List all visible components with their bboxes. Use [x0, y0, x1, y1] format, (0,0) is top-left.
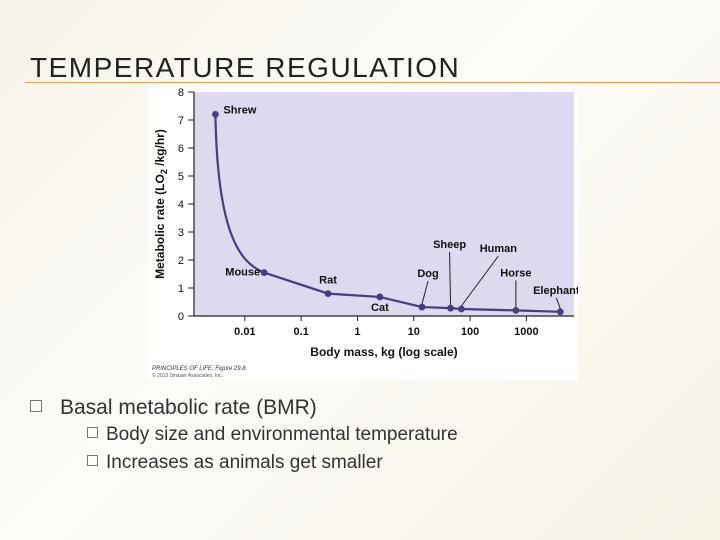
- metabolic-rate-curve: [214, 114, 561, 313]
- metabolic-rate-chart: 0 1 2 3 4 5 6 7 8 0.01 0.1 1 10 100 1000 Body mass, kg …: [148, 84, 580, 380]
- point-leader-line: [555, 297, 561, 309]
- y-axis-label-part: /kg/hr): [153, 129, 167, 169]
- data-point-label: Shrew: [223, 104, 256, 116]
- point-leader-line: [449, 252, 452, 306]
- data-point: [212, 111, 219, 118]
- data-point-label: Cat: [371, 302, 389, 314]
- y-tick-label: 0: [178, 311, 184, 323]
- bullet-main-text: Basal metabolic rate (BMR): [60, 396, 317, 419]
- figure-copyright: © 2012 Sinauer Associates, Inc.: [152, 372, 223, 379]
- data-point-label: Sheep: [433, 239, 466, 251]
- y-axis-label-subscript: 2: [159, 169, 169, 174]
- y-tick-label: 6: [178, 143, 184, 155]
- data-point-label: Human: [480, 243, 518, 255]
- data-point: [457, 305, 465, 313]
- sub-bullet: Increases as animals get smaller: [87, 452, 687, 474]
- bullet-marker-icon: [87, 455, 98, 466]
- point-leader-line: [421, 280, 429, 305]
- bullet-main: Basal metabolic rate (BMR): [30, 396, 630, 420]
- data-point: [260, 269, 268, 276]
- title-divider: [25, 82, 720, 83]
- y-tick-label: 3: [178, 227, 184, 239]
- data-point-label: Elephant: [533, 285, 578, 297]
- data-point: [418, 303, 426, 311]
- data-point: [324, 290, 332, 297]
- slide-title: TEMPERATURE REGULATION: [30, 52, 461, 83]
- plot-area: [194, 92, 574, 316]
- y-tick-label: 5: [178, 171, 184, 183]
- y-tick-label: 2: [178, 255, 184, 267]
- y-axis-label-part: Metabolic rate (LO: [153, 174, 167, 279]
- data-point: [447, 304, 454, 312]
- data-point: [512, 307, 520, 314]
- data-point-label: Mouse: [225, 267, 260, 279]
- sub-bullet: Body size and environmental temperature: [87, 424, 687, 446]
- y-tick-label: 4: [178, 199, 184, 211]
- x-tick-label: 0.01: [234, 326, 255, 338]
- chart-svg: 0 1 2 3 4 5 6 7 8 0.01 0.1 1 10 100 1000 Body mass, kg …: [148, 84, 580, 380]
- bullet-marker-icon: [30, 400, 42, 412]
- data-point-label: Rat: [319, 275, 337, 287]
- x-tick-label: 100: [461, 326, 479, 338]
- sub-bullet-text: Body size and environmental temperature: [106, 424, 458, 445]
- y-tick-label: 1: [178, 283, 184, 295]
- y-tick-label: 7: [178, 115, 184, 127]
- y-tick-label: 8: [178, 87, 184, 99]
- sub-bullet-text: Increases as animals get smaller: [106, 452, 383, 473]
- data-point-label: Horse: [500, 267, 531, 279]
- x-tick-label: 1000: [514, 326, 538, 338]
- data-point: [556, 308, 564, 316]
- x-axis-label: Body mass, kg (log scale): [310, 345, 457, 359]
- data-point: [376, 293, 384, 301]
- x-tick-label: 10: [408, 326, 420, 338]
- y-axis-label: Metabolic rate (LO2 /kg/hr): [153, 129, 169, 279]
- point-leader-line: [460, 255, 499, 307]
- x-tick-label: 0.1: [294, 326, 309, 338]
- x-tick-label: 1: [354, 326, 360, 338]
- bullet-marker-icon: [87, 427, 98, 438]
- data-point-label: Dog: [417, 268, 438, 280]
- figure-credit: PRINCIPLES OF LIFE, Figure 29.8: [152, 366, 246, 372]
